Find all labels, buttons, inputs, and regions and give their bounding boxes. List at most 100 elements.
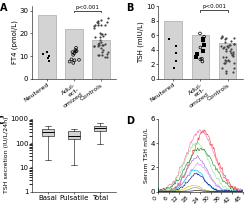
Point — [71, 53, 75, 56]
Point — [229, 51, 233, 54]
Point — [74, 49, 78, 53]
PathPatch shape — [94, 126, 106, 131]
Text: p<0.001: p<0.001 — [202, 4, 226, 9]
Point — [95, 21, 99, 24]
Point — [73, 59, 76, 62]
Point — [74, 50, 78, 53]
Point — [220, 35, 224, 38]
Point — [226, 46, 230, 49]
Point — [100, 50, 104, 53]
Point — [101, 44, 105, 47]
Point — [70, 58, 74, 61]
Point — [92, 26, 96, 29]
Point — [103, 42, 107, 46]
Point — [219, 44, 223, 47]
Point — [224, 72, 228, 75]
Point — [219, 37, 222, 40]
Point — [101, 34, 105, 38]
Point — [100, 43, 104, 47]
Point — [107, 16, 110, 20]
Point — [92, 44, 96, 48]
Point — [174, 52, 178, 55]
Point — [228, 44, 232, 47]
Point — [198, 58, 202, 61]
Point — [202, 35, 206, 39]
Text: A: A — [0, 3, 7, 13]
Point — [233, 43, 236, 46]
Point — [105, 20, 109, 23]
Point — [231, 70, 235, 74]
Point — [224, 49, 228, 53]
Point — [200, 60, 204, 63]
Point — [201, 39, 205, 42]
Point — [201, 49, 205, 52]
Point — [93, 35, 97, 38]
Point — [77, 58, 81, 61]
Point — [96, 42, 100, 46]
Point — [99, 41, 103, 44]
Point — [229, 47, 233, 50]
Point — [97, 53, 101, 56]
Point — [99, 23, 103, 27]
Point — [227, 43, 231, 46]
Point — [100, 54, 104, 57]
Bar — [92, 40, 110, 79]
Y-axis label: TSH secretion (IU/L/24h): TSH secretion (IU/L/24h) — [4, 117, 9, 193]
Point — [223, 37, 227, 40]
Point — [224, 37, 228, 40]
Point — [220, 55, 224, 58]
Point — [96, 20, 100, 23]
Point — [46, 57, 50, 60]
Point — [231, 50, 234, 53]
Bar — [164, 21, 182, 79]
Y-axis label: Serum TSH mIU/L: Serum TSH mIU/L — [144, 128, 149, 183]
Point — [231, 54, 235, 58]
Point — [198, 32, 202, 35]
Point — [224, 44, 228, 48]
Point — [103, 55, 107, 59]
Point — [201, 37, 205, 41]
PathPatch shape — [42, 130, 54, 136]
Point — [223, 40, 227, 43]
Point — [92, 44, 96, 48]
Bar — [192, 35, 209, 79]
Point — [224, 60, 228, 63]
Text: B: B — [126, 3, 134, 13]
Point — [103, 23, 107, 26]
Point — [105, 52, 109, 55]
Point — [220, 46, 224, 49]
Point — [220, 66, 224, 69]
Text: C: C — [0, 116, 4, 126]
PathPatch shape — [68, 131, 80, 139]
Point — [72, 52, 76, 55]
Point — [202, 44, 206, 47]
Point — [74, 46, 78, 49]
Point — [99, 18, 103, 21]
Text: D: D — [126, 116, 134, 126]
Point — [45, 50, 49, 53]
Point — [222, 45, 226, 49]
Point — [232, 42, 236, 46]
Point — [97, 43, 101, 47]
Point — [174, 44, 178, 48]
Point — [172, 66, 176, 70]
Point — [71, 61, 75, 64]
Point — [97, 23, 100, 26]
Point — [228, 49, 232, 53]
Point — [232, 66, 236, 69]
Point — [101, 49, 105, 52]
Point — [100, 32, 104, 36]
Point — [168, 37, 172, 41]
Point — [99, 47, 103, 50]
Point — [224, 56, 228, 59]
Point — [224, 47, 228, 50]
Point — [96, 45, 100, 48]
Point — [230, 39, 233, 42]
Point — [98, 38, 102, 41]
Point — [71, 50, 74, 54]
Point — [99, 33, 103, 36]
Point — [96, 53, 100, 56]
Point — [47, 55, 51, 58]
Point — [227, 59, 231, 62]
Point — [201, 39, 205, 42]
